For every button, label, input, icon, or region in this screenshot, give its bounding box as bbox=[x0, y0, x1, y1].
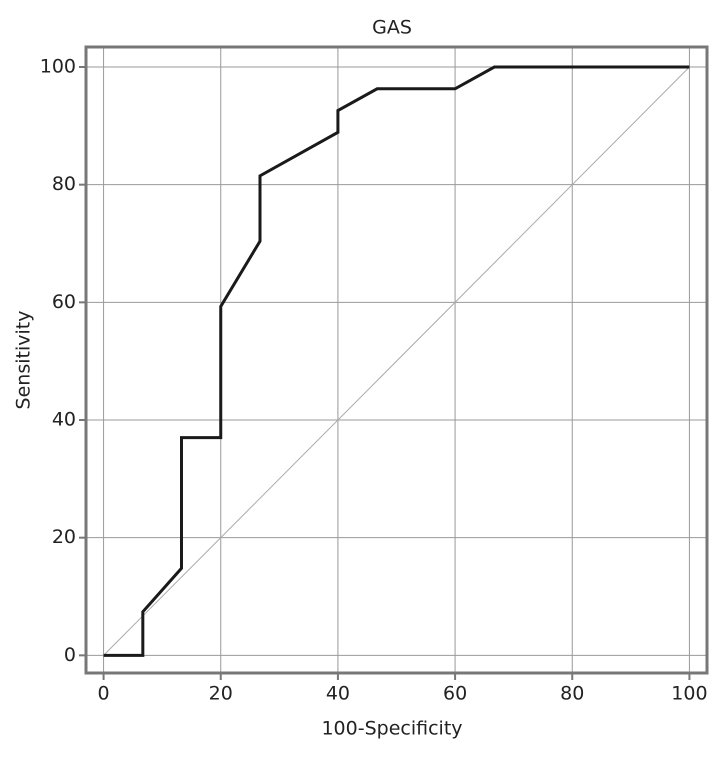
roc-curve bbox=[103, 65, 690, 657]
y-tick-label: 40 bbox=[52, 409, 76, 431]
reference-line bbox=[103, 66, 690, 656]
plot-frame bbox=[84, 45, 709, 675]
x-tick-label: 80 bbox=[560, 683, 584, 705]
y-tick-label: 20 bbox=[52, 526, 76, 548]
x-axis-label: 100-Specificity bbox=[321, 718, 462, 740]
y-tick-label: 100 bbox=[40, 56, 76, 78]
y-tick-label: 80 bbox=[52, 173, 76, 195]
y-tick-label: 60 bbox=[52, 291, 76, 313]
x-tick-label: 40 bbox=[326, 683, 350, 705]
y-tick-label: 0 bbox=[64, 644, 76, 666]
chart-title: GAS bbox=[372, 17, 412, 39]
y-axis-label: Sensitivity bbox=[13, 311, 35, 410]
x-tick-label: 60 bbox=[443, 683, 467, 705]
x-tick-label: 0 bbox=[98, 683, 110, 705]
x-tick-label: 20 bbox=[209, 683, 233, 705]
x-tick-label: 100 bbox=[671, 683, 707, 705]
